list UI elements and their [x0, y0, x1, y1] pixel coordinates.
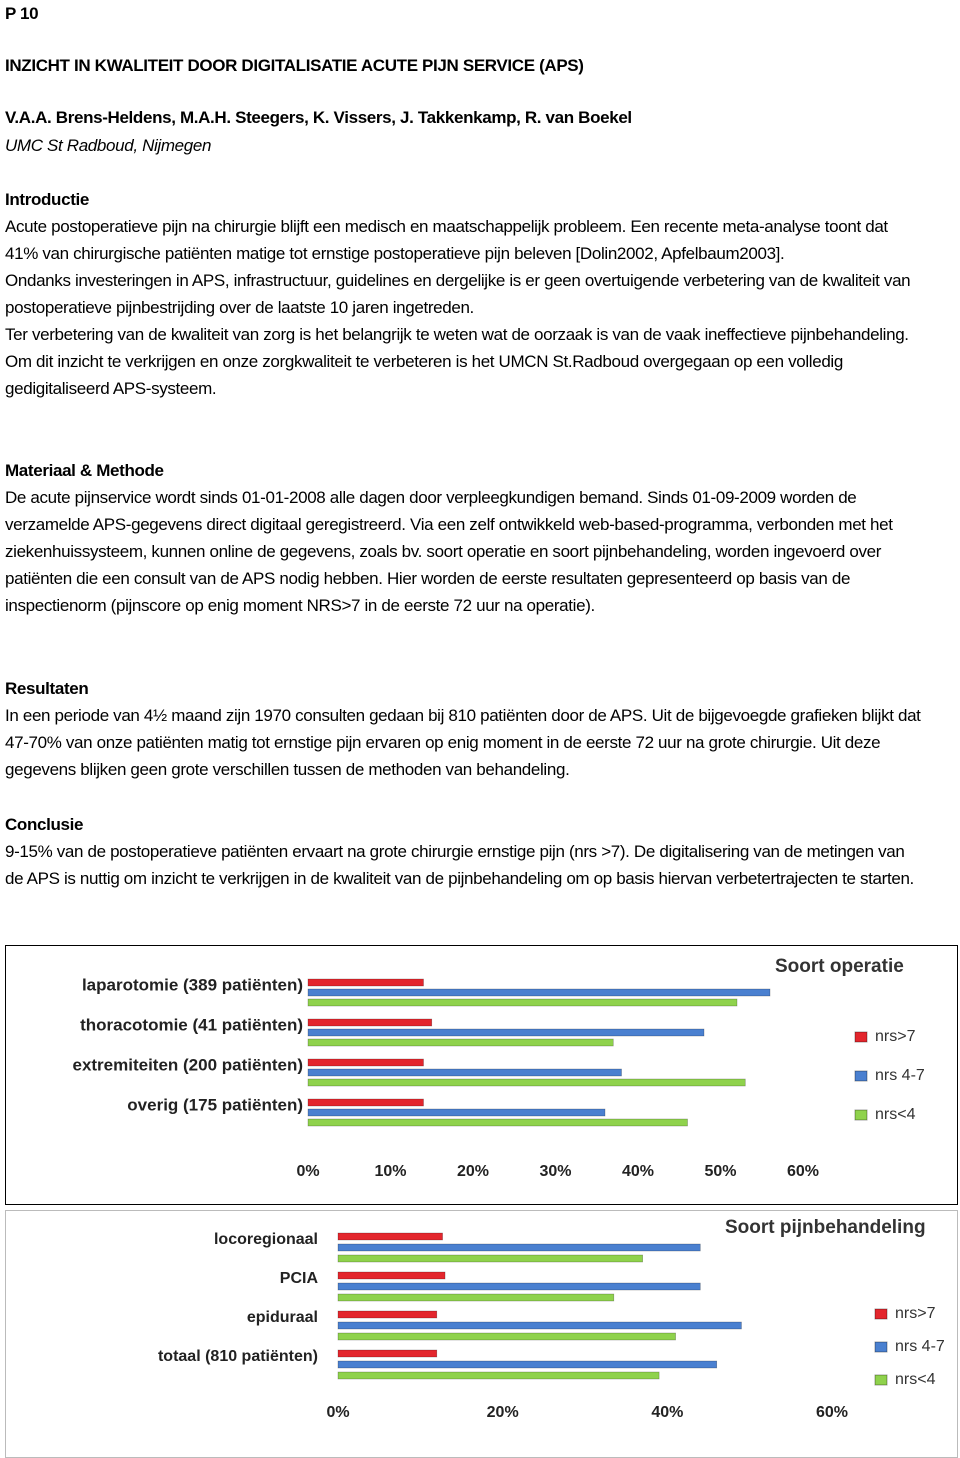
category-label: laparotomie (389 patiënten): [82, 975, 303, 994]
section: Introductie Acute postoperatieve pijn na…: [5, 186, 925, 402]
x-tick-label: 0%: [326, 1404, 349, 1421]
section: Resultaten In een periode van 4½ maand z…: [5, 675, 925, 783]
category-label: PCIA: [280, 1270, 319, 1287]
chart: Soort operatie 0% 10% 20% 30% 40% 50% 60% laparo…: [5, 945, 958, 1205]
bar: [337, 1254, 643, 1263]
bar: [337, 1321, 742, 1330]
category-label: epiduraal: [247, 1309, 318, 1326]
legend-label: nrs 4-7: [895, 1338, 945, 1355]
bar: [337, 1232, 443, 1241]
page-label: P 10: [5, 4, 39, 23]
category-label: thoracotomie (41 patiënten): [80, 1015, 303, 1034]
category-label: locoregionaal: [214, 1231, 318, 1248]
bar: [337, 1332, 676, 1341]
legend-swatch: [854, 1031, 868, 1043]
bar: [307, 978, 424, 987]
bar: [307, 1098, 424, 1107]
chart-title: Soort operatie: [775, 956, 904, 977]
legend-swatch: [874, 1308, 888, 1320]
category-label: overig (175 patiënten): [127, 1095, 303, 1114]
legend-swatch: [874, 1341, 888, 1353]
bar: [307, 1038, 614, 1047]
legend-label: nrs<4: [875, 1106, 916, 1123]
paragraph: Ter verbetering van de kwaliteit van zor…: [5, 325, 909, 398]
bar: [307, 1108, 606, 1117]
legend-swatch: [874, 1374, 888, 1386]
x-tick-label: 60%: [816, 1404, 848, 1421]
heading: Materiaal & Methode: [5, 461, 164, 480]
paragraph: Acute postoperatieve pijn na chirurgie b…: [5, 217, 888, 263]
section: Conclusie 9-15% van de postoperatieve pa…: [5, 811, 925, 892]
bar: [337, 1293, 615, 1302]
bar: [337, 1310, 438, 1319]
bar: [307, 998, 738, 1007]
heading: Resultaten: [5, 679, 89, 698]
paragraph: De acute pijnservice wordt sinds 01-01-2…: [5, 488, 893, 615]
bar: [307, 1078, 746, 1087]
x-tick-label: 60%: [787, 1163, 819, 1180]
legend-label: nrs>7: [875, 1028, 916, 1045]
affiliation: UMC St Radboud, Nijmegen: [5, 136, 212, 155]
category-label: totaal (810 patiënten): [158, 1348, 318, 1365]
category-label: extremiteiten (200 patiënten): [72, 1055, 303, 1074]
x-tick-label: 50%: [704, 1163, 736, 1180]
authors: V.A.A. Brens-Heldens, M.A.H. Steegers, K…: [5, 108, 632, 127]
chart: Soort pijnbehandeling 0% 20% 40% 60% locoregi…: [5, 1210, 958, 1458]
bar: [307, 1118, 688, 1127]
legend-swatch: [854, 1070, 868, 1082]
legend-label: nrs>7: [895, 1305, 936, 1322]
paragraph: In een periode van 4½ maand zijn 1970 co…: [5, 706, 921, 779]
paragraph: 9-15% van de postoperatieve patiënten er…: [5, 842, 914, 888]
legend-label: nrs<4: [895, 1371, 936, 1388]
x-tick-label: 10%: [374, 1163, 406, 1180]
bar: [337, 1271, 446, 1280]
bar: [337, 1371, 660, 1380]
heading: Introductie: [5, 190, 89, 209]
paragraph: Ondanks investeringen in APS, infrastruc…: [5, 271, 911, 317]
x-tick-label: 0%: [296, 1163, 319, 1180]
x-tick-label: 20%: [457, 1163, 489, 1180]
bar: [307, 1028, 705, 1037]
bar: [337, 1360, 718, 1369]
bar: [307, 1068, 622, 1077]
title: INZICHT IN KWALITEIT DOOR DIGITALISATIE …: [5, 56, 584, 75]
bar: [337, 1243, 701, 1252]
x-tick-label: 40%: [622, 1163, 654, 1180]
legend-label: nrs 4-7: [875, 1067, 925, 1084]
x-tick-label: 30%: [539, 1163, 571, 1180]
bar: [307, 988, 771, 997]
bar: [337, 1282, 701, 1291]
x-tick-label: 40%: [651, 1404, 683, 1421]
bar: [337, 1349, 438, 1358]
x-tick-label: 20%: [487, 1404, 519, 1421]
heading: Conclusie: [5, 815, 84, 834]
chart-title: Soort pijnbehandeling: [725, 1217, 926, 1238]
legend-swatch: [854, 1109, 868, 1121]
bar: [307, 1018, 433, 1027]
bar: [307, 1058, 424, 1067]
section: Materiaal & Methode De acute pijnservice…: [5, 457, 925, 619]
